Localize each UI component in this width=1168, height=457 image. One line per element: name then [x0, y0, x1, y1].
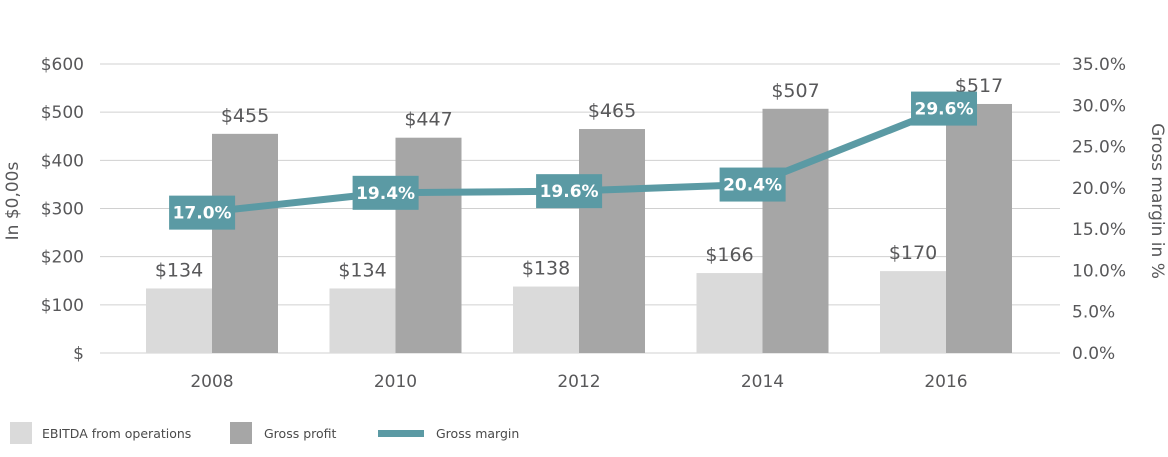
y2-tick-label: 25.0% [1072, 138, 1126, 158]
y-tick-label: $400 [41, 151, 84, 171]
x-tick-label: 2016 [924, 372, 967, 392]
y-tick-label: $500 [41, 103, 84, 123]
y-axis-title: In $0,00s [3, 162, 23, 241]
gross-margin-marker [352, 175, 419, 210]
y2-axis-title: Gross margin in % [1147, 123, 1167, 279]
legend-label-gross-margin: Gross margin [436, 426, 519, 441]
gross-margin-marker [169, 195, 236, 230]
x-tick-label: 2012 [557, 372, 600, 392]
ebitda-bar [880, 271, 946, 353]
y2-tick-label: 0.0% [1072, 344, 1115, 364]
ebitda-bar [696, 273, 763, 353]
bar-value-labels: $134 $455 $134 $447 $138 $465 $166 $507 $170 $517 [155, 75, 1003, 281]
gross-margin-labels: 17.0% 19.4% 19.6% 20.4% 29.6% [169, 91, 978, 230]
ebitda-value-label: $170 [889, 242, 937, 264]
y-tick-label: $200 [41, 248, 84, 268]
ebitda-value-label: $134 [155, 259, 203, 281]
gross-profit-value-label: $447 [404, 109, 452, 131]
gross-margin-value-label: 17.0% [173, 204, 232, 224]
ebitda-bar [146, 288, 212, 353]
ebitda-value-label: $138 [522, 258, 570, 280]
bars [146, 103, 1012, 353]
y-tick-label: $ [73, 344, 84, 364]
gross-margin-value-label: 19.4% [356, 184, 415, 204]
x-tick-label: 2010 [374, 372, 417, 392]
x-tick-label: 2014 [741, 372, 784, 392]
y-tick-label: $600 [41, 55, 84, 75]
y2-tick-label: 20.0% [1072, 179, 1126, 199]
ebitda-value-label: $166 [705, 244, 753, 266]
y2-tick-label: 15.0% [1072, 220, 1126, 240]
gross-margin-marker [536, 174, 603, 209]
gross-margin-value-label: 20.4% [723, 176, 782, 196]
legend-label-gross-profit: Gross profit [264, 426, 337, 441]
y2-tick-label: 30.0% [1072, 96, 1126, 116]
gross-margin-marker [719, 167, 786, 202]
left-axis-ticks: $ $100 $200 $300 $400 $500 $600 [41, 55, 84, 364]
gross-profit-value-label: $517 [955, 75, 1003, 97]
legend-swatch-ebitda [10, 422, 32, 444]
gross-profit-bar [395, 137, 462, 353]
gross-profit-value-label: $507 [771, 80, 819, 102]
y2-tick-label: 10.0% [1072, 261, 1126, 281]
legend-label-ebitda: EBITDA from operations [42, 426, 191, 441]
x-axis-ticks: 2008 2010 2012 2014 2016 [190, 372, 967, 392]
ebitda-value-label: $134 [338, 259, 386, 281]
gross-margin-value-label: 19.6% [540, 182, 599, 202]
y-tick-label: $100 [41, 296, 84, 316]
gross-margin-value-label: 29.6% [915, 100, 974, 120]
x-tick-label: 2008 [190, 372, 233, 392]
legend: EBITDA from operations Gross profit Gross … [10, 422, 519, 444]
gross-margin-marker [911, 91, 978, 126]
gross-profit-bar [946, 103, 1012, 353]
gross-profit-bar [212, 133, 278, 353]
gross-profit-value-label: $455 [221, 105, 269, 127]
gross-profit-bar [762, 108, 829, 353]
y2-tick-label: 5.0% [1072, 303, 1115, 323]
gross-profit-bar [579, 129, 645, 353]
y2-tick-label: 35.0% [1072, 55, 1126, 75]
legend-swatch-gross-margin [378, 430, 424, 437]
ebitda-bar [513, 286, 579, 353]
ebitda-bar [329, 288, 396, 353]
y-tick-label: $300 [41, 200, 84, 220]
legend-swatch-gross-profit [230, 422, 252, 444]
right-axis-ticks: 0.0% 5.0% 10.0% 15.0% 20.0% 25.0% 30.0% 35.0% [1072, 55, 1126, 364]
gross-profit-value-label: $465 [588, 100, 636, 122]
